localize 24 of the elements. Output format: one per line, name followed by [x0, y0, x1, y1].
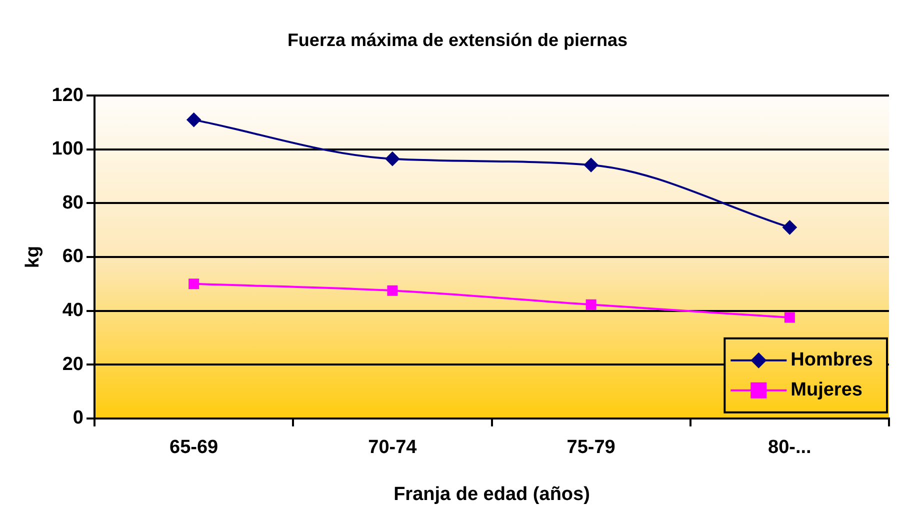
legend-label: Hombres: [790, 350, 874, 371]
point: [188, 278, 200, 290]
x-tick-label: 80-...: [768, 437, 812, 458]
x-tick-label: 70-74: [368, 437, 418, 458]
x-tick-label: 65-69: [170, 437, 218, 458]
point: [385, 152, 400, 166]
chart-title: Fuerza máxima de extensión de piernas: [287, 30, 628, 50]
x-tick-label: 75-79: [566, 437, 616, 458]
point: [387, 285, 398, 296]
y-tick-label: 120: [52, 84, 84, 106]
point: [784, 312, 795, 323]
y-tick-label: 20: [62, 354, 84, 375]
y-tick-label: 60: [62, 246, 84, 268]
y-tick-label: 80: [62, 192, 84, 214]
y-tick-label: 0: [72, 408, 84, 429]
x-axis-title: Franja de edad (años): [394, 484, 590, 505]
point: [584, 158, 598, 172]
y-axis-title: kg: [22, 246, 44, 268]
point: [186, 112, 201, 127]
point: [586, 299, 596, 310]
legend-label: Mujeres: [790, 380, 862, 401]
y-tick-label: 100: [52, 138, 84, 160]
y-tick-label: 40: [62, 300, 84, 322]
point: [782, 220, 797, 234]
